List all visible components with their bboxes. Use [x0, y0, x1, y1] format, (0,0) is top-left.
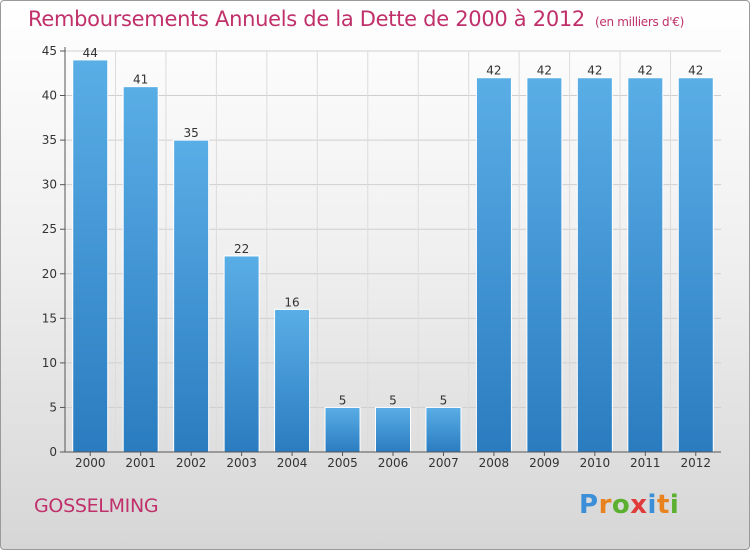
x-tick-label: 2004 — [277, 456, 308, 470]
grid-lines — [65, 50, 721, 452]
chart-title-text: Remboursements Annuels de la Dette de 20… — [28, 7, 585, 31]
x-tick-label: 2002 — [176, 456, 207, 470]
data-label: 35 — [184, 126, 199, 140]
data-label: 5 — [440, 393, 448, 407]
bars — [72, 59, 714, 453]
bar-2005 — [324, 406, 361, 453]
y-tick-label: 0 — [49, 445, 57, 459]
logo-letter: P — [579, 490, 599, 520]
x-tick-label: 2003 — [226, 456, 257, 470]
proxiti-logo: Proxiti — [579, 490, 679, 520]
bar-2009 — [526, 77, 563, 453]
logo-letter: r — [598, 490, 612, 520]
data-label: 22 — [234, 242, 249, 256]
bar-2002 — [173, 139, 210, 453]
data-label: 42 — [587, 64, 602, 78]
y-tick-label: 25 — [42, 222, 57, 236]
bar-2007 — [425, 406, 462, 453]
data-label: 42 — [688, 64, 703, 78]
bar-2003 — [223, 255, 260, 453]
y-tick-label: 20 — [42, 267, 57, 281]
x-tick-label: 2005 — [327, 456, 358, 470]
x-tick-label: 2006 — [378, 456, 409, 470]
y-tick-label: 40 — [42, 89, 57, 103]
x-tick-label: 2008 — [479, 456, 510, 470]
data-label: 42 — [638, 64, 653, 78]
y-tick-label: 30 — [42, 178, 57, 192]
value-labels: 44 41 35 22 16 5 5 5 42 42 42 42 42 — [83, 46, 704, 408]
logo-letter: t — [656, 490, 670, 520]
y-tick-label: 35 — [42, 133, 57, 147]
logo-letter: i — [647, 490, 657, 520]
bar-2000 — [72, 59, 109, 453]
data-label: 5 — [389, 393, 397, 407]
bar-2012 — [677, 77, 714, 453]
x-tick-label: 2007 — [428, 456, 459, 470]
x-tick-label: 2010 — [580, 456, 611, 470]
y-tick-label: 45 — [42, 44, 57, 58]
x-tick-label: 2000 — [75, 456, 106, 470]
x-tick-label: 2009 — [529, 456, 560, 470]
chart-title: Remboursements Annuels de la Dette de 20… — [28, 7, 684, 31]
x-tick-label: 2001 — [125, 456, 156, 470]
chart-unit: (en milliers d'€) — [595, 15, 685, 29]
data-label: 42 — [537, 64, 552, 78]
x-tick-label: 2012 — [680, 456, 711, 470]
bar-2008 — [475, 77, 512, 453]
logo-letter: o — [611, 490, 631, 520]
y-tick-label: 5 — [49, 400, 57, 414]
bar-2006 — [375, 406, 411, 453]
bar-2011 — [627, 77, 664, 453]
data-label: 16 — [284, 295, 299, 309]
data-label: 41 — [133, 73, 148, 87]
bar-2001 — [122, 86, 159, 453]
data-label: 42 — [486, 64, 501, 78]
data-label: 5 — [339, 393, 347, 407]
y-tick-label: 15 — [42, 311, 57, 325]
axes: 0 5 10 15 20 25 30 35 40 45 2000 2001 2002 2003 2004 20… — [42, 44, 721, 470]
data-label: 44 — [83, 46, 98, 60]
y-tick-label: 10 — [42, 356, 57, 370]
logo-letter: x — [630, 490, 648, 520]
bar-2004 — [274, 308, 311, 453]
commune-name: GOSSELMING — [34, 495, 159, 517]
x-tick-label: 2011 — [630, 456, 661, 470]
bar-2010 — [576, 77, 613, 453]
logo-letter: i — [669, 490, 680, 520]
